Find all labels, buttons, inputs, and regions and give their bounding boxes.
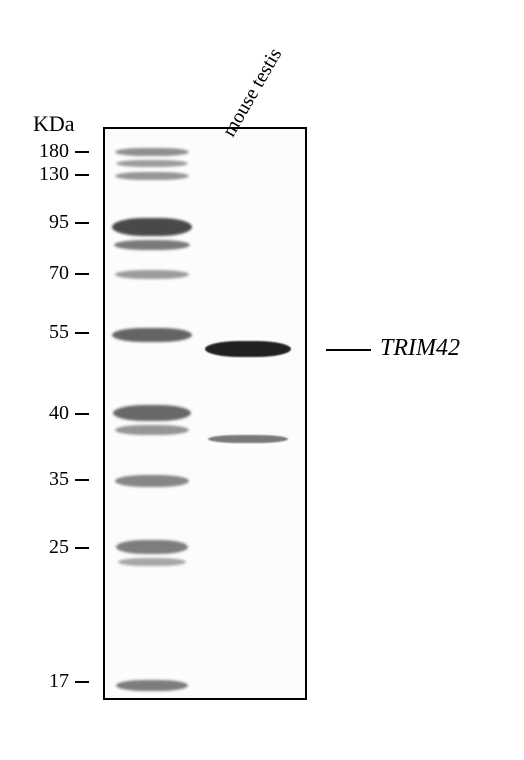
tick-mark (75, 547, 89, 549)
tick-label: 70 (29, 262, 69, 285)
ladder-band (115, 148, 189, 156)
ladder-band (116, 160, 188, 167)
tick-mark (75, 413, 89, 415)
tick-label: 95 (29, 211, 69, 234)
ladder-band (115, 172, 189, 180)
tick-label: 180 (29, 140, 69, 163)
target-annotation-line (326, 349, 371, 351)
tick-label: 25 (29, 536, 69, 559)
ladder-band (116, 540, 188, 554)
tick-mark (75, 273, 89, 275)
tick-mark (75, 151, 89, 153)
tick-mark (75, 332, 89, 334)
ladder-band (115, 425, 189, 435)
ladder-band (116, 680, 188, 691)
ladder-band (118, 558, 186, 566)
ladder-band (115, 270, 189, 279)
tick-mark (75, 479, 89, 481)
tick-mark (75, 681, 89, 683)
tick-mark (75, 174, 89, 176)
ladder-band (114, 240, 190, 250)
tick-label: 17 (29, 670, 69, 693)
tick-label: 35 (29, 468, 69, 491)
sample-band (208, 435, 288, 443)
target-label: TRIM42 (380, 335, 460, 362)
ladder-band (113, 405, 191, 421)
tick-label: 40 (29, 402, 69, 425)
ladder-band (112, 328, 192, 342)
ladder-band (115, 475, 189, 487)
ladder-band (112, 218, 192, 236)
tick-label: 130 (29, 163, 69, 186)
tick-label: 55 (29, 321, 69, 344)
axis-title: KDa (33, 111, 75, 137)
tick-mark (75, 222, 89, 224)
sample-band (205, 341, 291, 357)
